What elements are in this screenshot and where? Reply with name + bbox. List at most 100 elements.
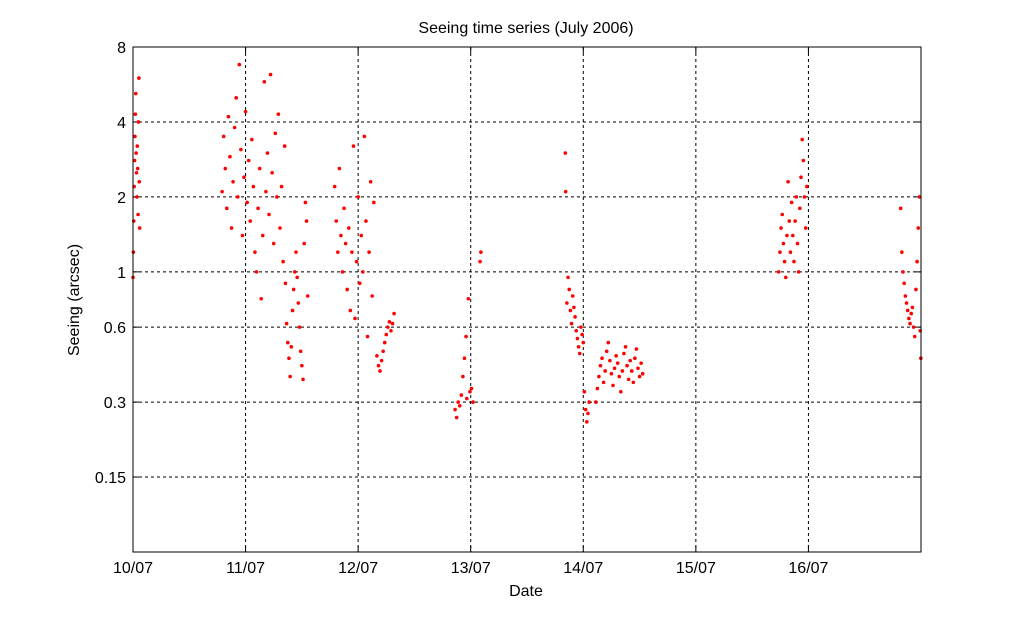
data-point: [228, 154, 232, 159]
data-point: [264, 189, 268, 194]
data-point: [785, 233, 789, 238]
data-point: [232, 125, 237, 130]
data-point: [781, 241, 786, 246]
data-point: [794, 195, 799, 199]
data-point: [135, 166, 140, 171]
y-tick-label: 1: [117, 265, 126, 282]
grid-lines: [133, 47, 921, 552]
data-point: [788, 250, 793, 254]
data-point: [802, 195, 807, 199]
data-point: [799, 175, 803, 180]
data-point: [256, 206, 260, 211]
data-point: [796, 270, 801, 274]
data-point: [134, 170, 139, 175]
data-point: [583, 407, 588, 412]
data-point: [134, 151, 138, 155]
data-point: [133, 91, 138, 96]
data-point: [469, 386, 474, 391]
data-point: [466, 296, 471, 301]
data-point: [606, 340, 611, 345]
data-point: [370, 294, 375, 298]
data-point: [603, 369, 607, 373]
data-point: [298, 349, 303, 354]
data-point: [639, 361, 643, 365]
data-point: [574, 328, 579, 333]
data-point: [612, 366, 617, 371]
y-tick-label: 4: [117, 115, 126, 132]
data-point: [273, 131, 278, 136]
data-point: [270, 170, 274, 175]
data-point: [795, 241, 800, 246]
data-point: [620, 369, 625, 373]
data-point: [275, 195, 279, 199]
data-point: [910, 305, 915, 310]
x-tick-label: 10/07: [113, 560, 153, 577]
data-point: [303, 200, 308, 205]
data-point: [582, 389, 587, 394]
data-point: [783, 275, 788, 280]
data-points: [131, 62, 923, 424]
data-point: [243, 109, 248, 114]
data-point: [245, 200, 249, 205]
data-point: [390, 321, 395, 326]
data-point: [563, 189, 568, 194]
data-point: [267, 212, 271, 217]
y-tick-label: 2: [117, 190, 126, 207]
data-point: [281, 259, 285, 264]
data-point: [916, 226, 921, 230]
y-tick-label: 0.15: [95, 470, 126, 487]
data-point: [251, 184, 256, 189]
data-point: [223, 166, 228, 171]
data-point: [287, 356, 291, 361]
data-point: [339, 233, 343, 238]
data-point: [250, 137, 254, 142]
data-point: [628, 358, 632, 363]
data-point: [459, 393, 464, 397]
data-point: [905, 308, 910, 313]
data-point: [637, 374, 642, 379]
data-point: [392, 311, 396, 316]
data-point: [290, 308, 295, 313]
data-point: [285, 340, 290, 345]
data-point: [461, 374, 465, 379]
data-point: [382, 340, 387, 345]
data-point: [220, 189, 224, 194]
data-point: [361, 270, 365, 274]
data-point: [259, 296, 264, 301]
data-point: [359, 233, 364, 238]
data-point: [907, 316, 911, 321]
data-point: [295, 275, 299, 280]
data-point: [901, 270, 905, 274]
data-point: [600, 356, 604, 361]
data-point: [356, 195, 360, 199]
data-point: [367, 250, 371, 254]
data-point: [568, 308, 573, 313]
data-point: [376, 363, 381, 368]
data-point: [611, 383, 615, 388]
data-point: [468, 389, 472, 394]
data-point: [348, 308, 353, 313]
data-point: [776, 270, 781, 274]
data-point: [289, 345, 294, 349]
data-point: [248, 219, 253, 223]
data-point: [625, 363, 629, 368]
data-point: [587, 400, 591, 404]
data-point: [137, 76, 141, 80]
data-point: [911, 325, 916, 329]
data-point: [240, 233, 245, 238]
data-point: [239, 147, 243, 152]
data-point: [294, 250, 298, 254]
data-point: [353, 316, 357, 321]
data-point: [622, 351, 626, 356]
data-point: [903, 294, 908, 298]
data-point: [629, 369, 634, 373]
data-point: [572, 305, 576, 310]
data-point: [575, 336, 580, 341]
data-point: [375, 354, 379, 358]
data-point: [301, 377, 305, 382]
data-point: [782, 259, 787, 264]
data-point: [581, 340, 586, 345]
data-point: [778, 250, 782, 254]
data-point: [332, 184, 337, 189]
